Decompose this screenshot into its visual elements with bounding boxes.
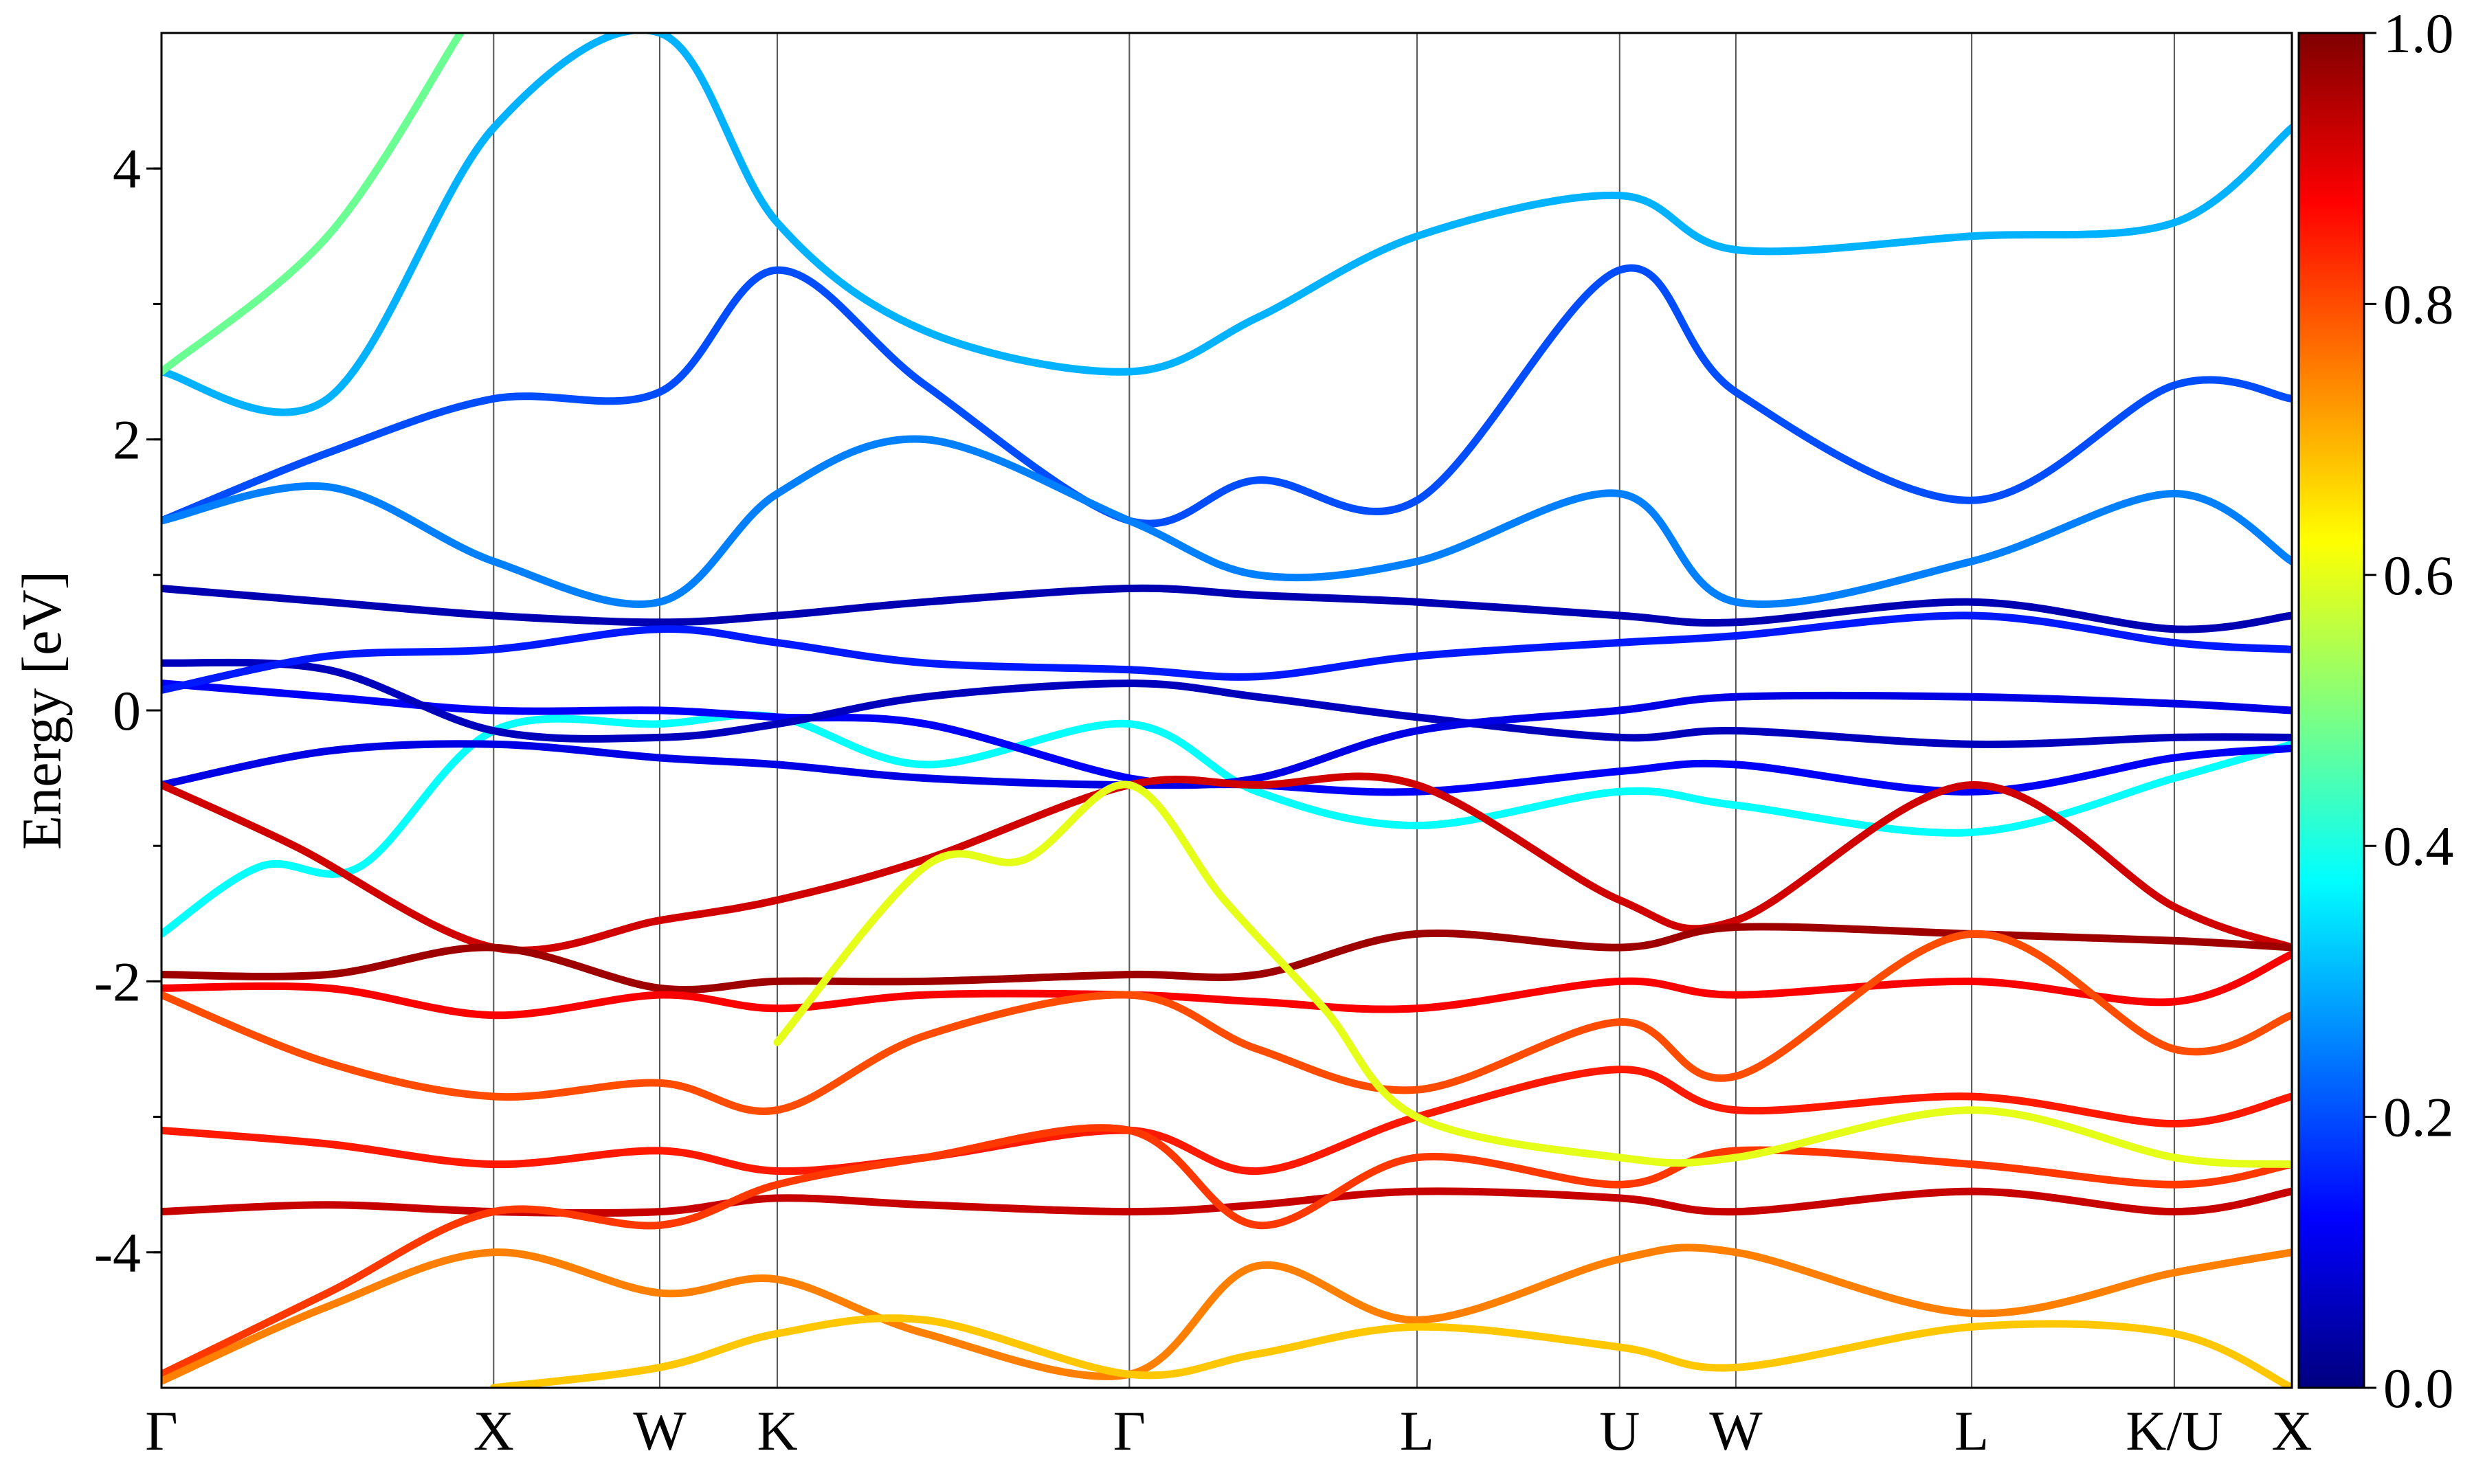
colorbar-tick-label: 0.8 — [2383, 273, 2454, 335]
band-line — [489, 1314, 2292, 1388]
y-tick-label: 0 — [113, 679, 141, 742]
band-line — [161, 950, 2292, 1020]
y-axis-label: Energy [eV] — [10, 571, 73, 850]
colorbar: 1.0 0.8 0.6 0.4 0.2 0.0 — [2297, 2, 2454, 1419]
x-tick-label: X — [473, 1399, 514, 1462]
y-axis: 4 2 0 -2 -4 — [94, 137, 161, 1284]
x-axis: Γ X W K Γ L U W L K/U X — [145, 1399, 2312, 1462]
band-lines — [161, 33, 2292, 1388]
band-line — [161, 1066, 2292, 1176]
y-tick-label: -2 — [94, 950, 141, 1013]
x-tick-label: K/U — [2126, 1399, 2222, 1462]
y-tick-label: -4 — [94, 1222, 141, 1284]
x-tick-label: Γ — [145, 1399, 177, 1462]
colorbar-tick-label: 0.4 — [2383, 815, 2454, 877]
band-line — [773, 780, 2292, 1169]
colorbar-tick-label: 1.0 — [2383, 2, 2454, 65]
x-tick-label: U — [1599, 1399, 1640, 1462]
y-tick-label: 4 — [113, 137, 141, 200]
colorbar-gradient — [2297, 32, 2365, 1389]
band-line — [161, 584, 2292, 633]
band-line — [161, 33, 2292, 416]
colorbar-tick-label: 0.6 — [2383, 544, 2454, 607]
band-line — [161, 435, 2292, 608]
colorbar-tick-label: 0.2 — [2383, 1086, 2454, 1149]
band-line — [161, 33, 465, 376]
band-line — [161, 1244, 2292, 1385]
x-tick-label: K — [757, 1399, 797, 1462]
band-line — [161, 923, 2292, 994]
y-tick-label: 2 — [113, 409, 141, 471]
x-tick-label: W — [1709, 1399, 1763, 1462]
x-tick-label: Γ — [1113, 1399, 1146, 1462]
band-line — [161, 658, 2292, 748]
band-line — [161, 264, 2292, 528]
x-tick-label: L — [1954, 1399, 1989, 1462]
band-line — [161, 1124, 2292, 1378]
x-tick-label: W — [633, 1399, 687, 1462]
band-line — [161, 930, 2292, 1115]
band-line — [161, 611, 2292, 694]
x-tick-label: X — [2271, 1399, 2312, 1462]
colorbar-tick-label: 0.0 — [2383, 1357, 2454, 1419]
band-line — [161, 711, 2292, 938]
x-tick-label: L — [1400, 1399, 1434, 1462]
